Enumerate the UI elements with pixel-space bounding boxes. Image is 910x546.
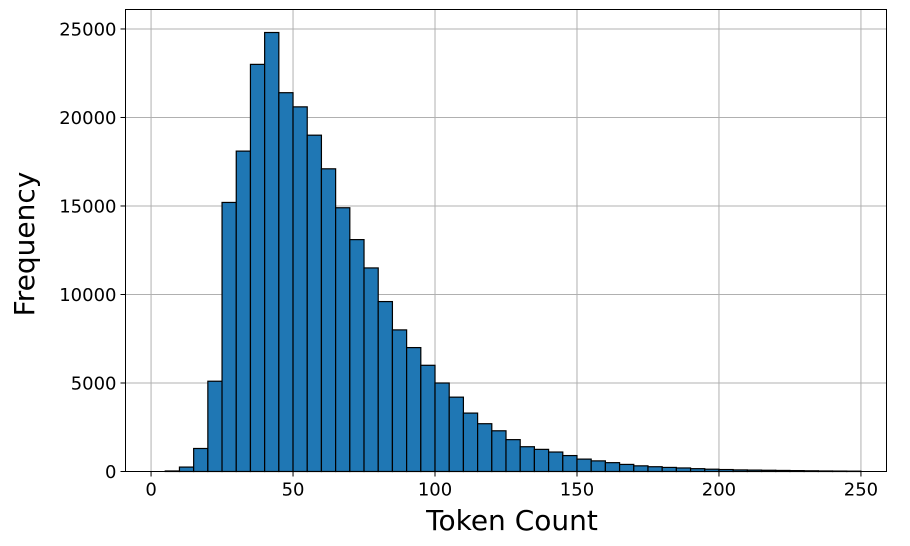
y-tick-label: 10000 xyxy=(59,285,116,306)
histogram-bar xyxy=(477,423,493,473)
histogram-bar xyxy=(207,380,223,473)
y-tick-label: 20000 xyxy=(59,108,116,129)
histogram-bar xyxy=(278,92,294,473)
histogram-bar xyxy=(235,150,252,473)
y-tick-label: 0 xyxy=(105,462,116,483)
histogram-bar xyxy=(349,239,365,473)
histogram-bar xyxy=(178,466,195,473)
histogram-bar xyxy=(335,207,351,473)
histogram-bar xyxy=(618,463,635,473)
histogram-bar xyxy=(292,106,308,473)
histogram-bar xyxy=(519,446,535,473)
histogram-bar xyxy=(604,462,621,473)
x-axis-ticks: 0 50 100 150 200 250 xyxy=(145,471,878,501)
histogram-bar xyxy=(647,466,663,473)
histogram-bar xyxy=(633,465,649,473)
y-axis-title: Frequency xyxy=(8,172,41,317)
histogram-bar xyxy=(406,346,422,473)
histogram-bar xyxy=(434,382,450,473)
x-tick-label: 0 xyxy=(145,480,156,501)
histogram-bar xyxy=(221,201,237,473)
histogram-bar xyxy=(448,396,465,473)
histogram-bar xyxy=(576,458,592,473)
histogram-bar xyxy=(590,460,606,473)
histogram-bar xyxy=(661,466,677,473)
y-tick-label: 15000 xyxy=(59,196,116,217)
y-axis-ticks: 0 5000 10000 15000 20000 25000 xyxy=(59,19,126,483)
histogram-bar xyxy=(533,448,550,473)
histogram-bar xyxy=(249,63,266,473)
histogram-bar xyxy=(193,447,209,473)
y-tick-label: 25000 xyxy=(59,19,116,40)
x-tick-label: 50 xyxy=(282,480,305,501)
histogram-bar xyxy=(505,439,521,473)
histogram-bar xyxy=(562,454,578,473)
histogram-bar xyxy=(306,134,323,473)
plot-frame xyxy=(125,9,887,472)
histogram-bar xyxy=(391,329,408,473)
histogram-bar xyxy=(491,430,507,473)
x-tick-label: 150 xyxy=(560,480,594,501)
histogram-bar xyxy=(363,267,379,473)
histogram-bar xyxy=(420,364,436,473)
histogram-bar xyxy=(547,451,564,473)
histogram-bar xyxy=(320,168,337,473)
histogram-bar xyxy=(377,300,394,473)
histogram-bar xyxy=(462,412,479,473)
histogram-bar xyxy=(675,467,692,473)
x-tick-label: 100 xyxy=(418,480,452,501)
y-tick-label: 5000 xyxy=(71,373,117,394)
histogram-bar xyxy=(264,31,280,473)
histogram-bars xyxy=(164,31,862,473)
x-axis-title: Token Count xyxy=(425,504,598,537)
x-tick-label: 200 xyxy=(702,480,736,501)
x-tick-label: 250 xyxy=(844,480,878,501)
